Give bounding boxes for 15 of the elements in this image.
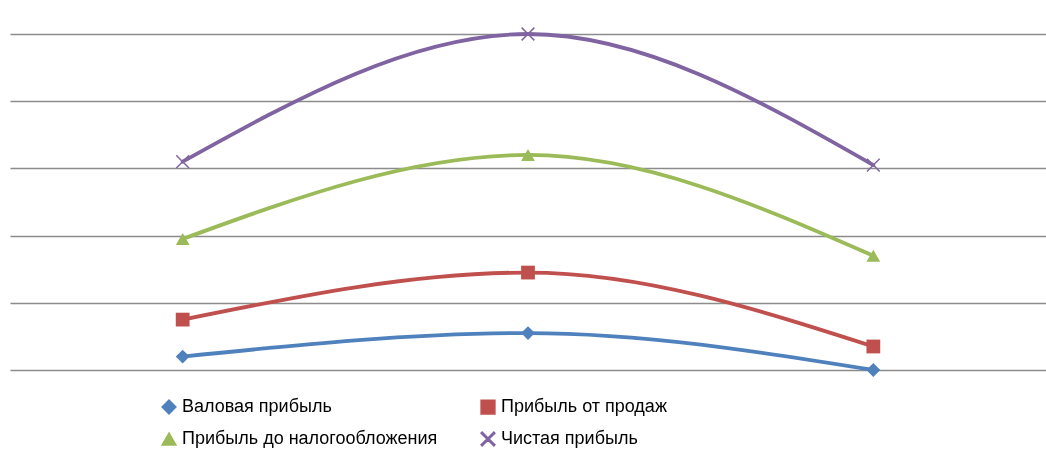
point: [866, 158, 881, 172]
point: [521, 27, 535, 41]
point: [175, 349, 190, 364]
point: [175, 312, 190, 327]
point: [866, 363, 881, 377]
legend-label: Валовая прибыль: [182, 396, 332, 417]
point: [175, 232, 190, 245]
point: [521, 265, 535, 280]
legend-label: Прибыль до налогообложения: [182, 428, 438, 448]
legend-label: Чистая прибыль: [501, 428, 638, 448]
point: [175, 154, 190, 169]
point: [866, 339, 881, 354]
point: [521, 148, 535, 161]
legend-label: Прибыль от продаж: [501, 396, 667, 417]
point: [866, 249, 881, 262]
